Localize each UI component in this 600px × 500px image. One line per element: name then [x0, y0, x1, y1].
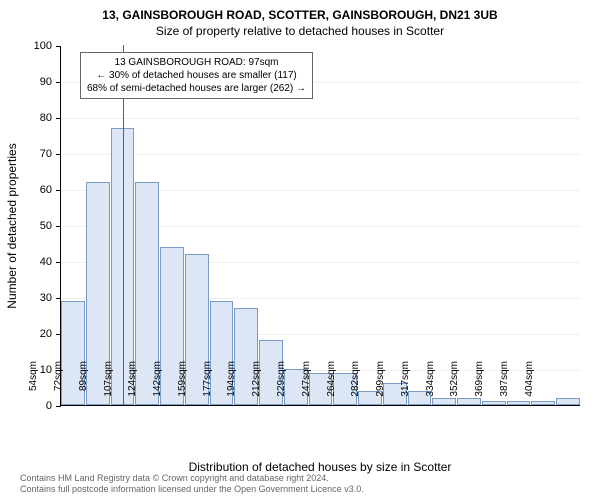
x-tick-label: 124sqm [127, 361, 138, 411]
plot-region [60, 46, 580, 406]
callout-line-2: ← 30% of detached houses are smaller (11… [87, 69, 306, 82]
y-tick [56, 226, 61, 227]
callout-line-1: 13 GAINSBOROUGH ROAD: 97sqm [87, 56, 306, 69]
y-tick [56, 262, 61, 263]
x-tick-label: 264sqm [326, 361, 337, 411]
x-tick-label: 159sqm [177, 361, 188, 411]
footer-line-2: Contains full postcode information licen… [20, 484, 364, 496]
y-tick-label: 90 [22, 76, 52, 88]
x-tick-label: 194sqm [226, 361, 237, 411]
y-axis-label: Number of detached properties [5, 143, 19, 308]
x-tick-label: 282sqm [350, 361, 361, 411]
chart-area: Number of detached properties Distributi… [60, 46, 580, 406]
y-tick-label: 60 [22, 184, 52, 196]
x-tick-label: 54sqm [28, 361, 39, 411]
x-tick-label: 107sqm [103, 361, 114, 411]
y-tick-label: 30 [22, 292, 52, 304]
x-tick-label: 352sqm [449, 361, 460, 411]
callout-box: 13 GAINSBOROUGH ROAD: 97sqm ← 30% of det… [80, 52, 313, 99]
x-tick-label: 229sqm [276, 361, 287, 411]
x-tick-label: 89sqm [78, 361, 89, 411]
y-tick-label: 80 [22, 112, 52, 124]
gridline [61, 154, 581, 155]
y-tick-label: 50 [22, 220, 52, 232]
x-tick-label: 404sqm [524, 361, 535, 411]
reference-line [123, 45, 125, 405]
x-tick-label: 142sqm [152, 361, 163, 411]
x-tick-label: 387sqm [499, 361, 510, 411]
page-subtitle: Size of property relative to detached ho… [0, 22, 600, 38]
x-tick-label: 334sqm [425, 361, 436, 411]
y-tick-label: 100 [22, 40, 52, 52]
x-tick-label: 72sqm [53, 361, 64, 411]
y-tick-label: 70 [22, 148, 52, 160]
page-title: 13, GAINSBOROUGH ROAD, SCOTTER, GAINSBOR… [0, 0, 600, 22]
footer-line-1: Contains HM Land Registry data © Crown c… [20, 473, 364, 485]
y-tick-label: 20 [22, 328, 52, 340]
histogram-bar [531, 401, 555, 405]
x-tick-label: 177sqm [202, 361, 213, 411]
y-tick [56, 190, 61, 191]
y-tick [56, 154, 61, 155]
footer-attribution: Contains HM Land Registry data © Crown c… [20, 473, 364, 496]
x-tick-label: 299sqm [375, 361, 386, 411]
x-tick-label: 317sqm [400, 361, 411, 411]
y-tick-label: 40 [22, 256, 52, 268]
gridline [61, 118, 581, 119]
histogram-bar [556, 398, 580, 405]
y-tick [56, 118, 61, 119]
y-tick [56, 298, 61, 299]
callout-line-3: 68% of semi-detached houses are larger (… [87, 82, 306, 95]
y-tick [56, 82, 61, 83]
x-tick-label: 369sqm [474, 361, 485, 411]
x-tick-label: 212sqm [251, 361, 262, 411]
y-tick [56, 46, 61, 47]
x-tick-label: 247sqm [301, 361, 312, 411]
